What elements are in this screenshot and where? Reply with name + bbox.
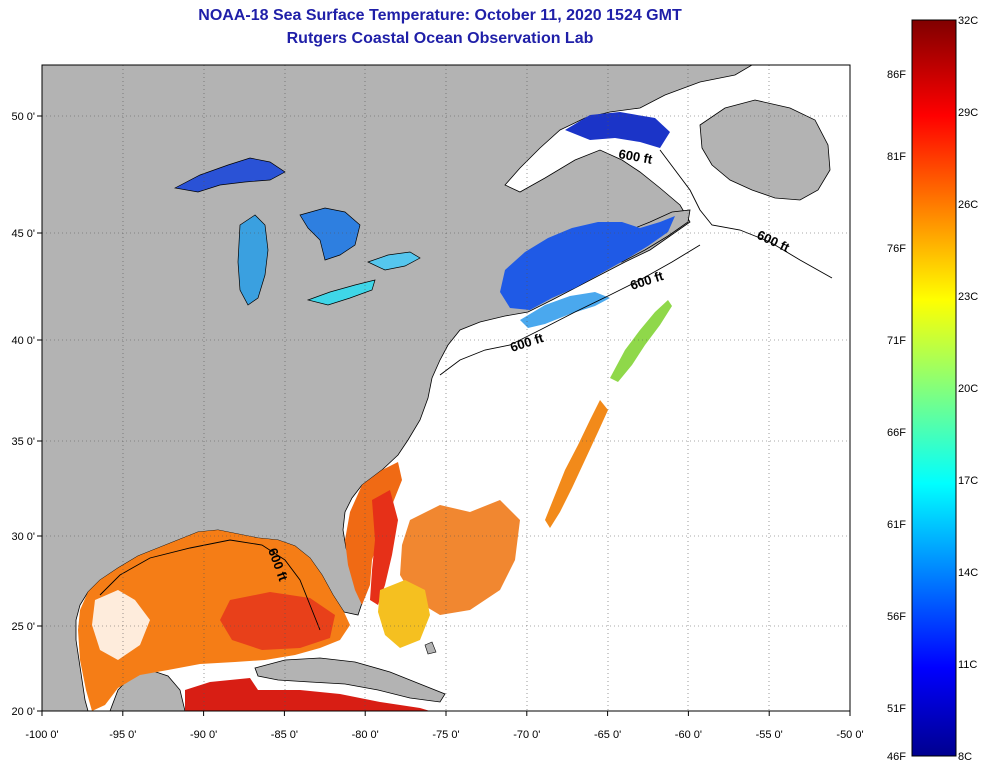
x-tick-label: -50 0' (836, 729, 863, 741)
colorbar-fahrenheit-label: 61F (887, 519, 906, 531)
colorbar-celsius-label: 17C (958, 475, 978, 487)
x-tick-label: -60 0' (675, 729, 702, 741)
lake-huron (299, 207, 361, 261)
isobath-shelf (439, 244, 701, 376)
colorbar-fahrenheit-label: 86F (887, 69, 906, 81)
sst-gulf-stream-mid (545, 400, 608, 528)
x-tick-label: -85 0' (271, 729, 298, 741)
sst-st-lawrence (565, 112, 670, 148)
colorbar-ticks: 32C 29C 26C 23C 20C 17C 14C 11C 8C 86F 81F 76F 71F 66… (887, 15, 978, 763)
x-tick-label: -55 0' (756, 729, 783, 741)
sst-gulf-stream-north (610, 300, 672, 382)
y-tick-label: 25 0' (11, 621, 35, 633)
colorbar-fahrenheit-label: 56F (887, 611, 906, 623)
colorbar-celsius-label: 29C (958, 107, 978, 119)
sst-gulf-of-mexico (78, 530, 350, 711)
x-tick-label: -70 0' (513, 729, 540, 741)
isobath-label-1: 600 ft (617, 146, 654, 167)
colorbar-fahrenheit-label: 51F (887, 703, 906, 715)
map-subtitle: Rutgers Coastal Ocean Observation Lab (286, 30, 594, 47)
colorbar-celsius-label: 14C (958, 567, 978, 579)
sst-shelf-light (520, 292, 610, 328)
map-title: NOAA-18 Sea Surface Temperature: October… (198, 7, 682, 24)
lake-erie (306, 279, 376, 306)
x-tick-label: -80 0' (352, 729, 379, 741)
x-tick-label: -95 0' (109, 729, 136, 741)
colorbar-celsius-label: 20C (958, 383, 978, 395)
isobath-northeast (659, 149, 833, 279)
land-newfoundland (699, 99, 831, 201)
x-tick-label: -65 0' (594, 729, 621, 741)
colorbar-fahrenheit-label: 66F (887, 427, 906, 439)
land-cuba (254, 657, 446, 703)
sst-caribbean (185, 678, 430, 711)
y-tick-label: 50 0' (11, 111, 35, 123)
sst-atlantic-patches (400, 500, 520, 615)
colorbar-fahrenheit-label: 81F (887, 151, 906, 163)
colorbar-fahrenheit-label: 71F (887, 335, 906, 347)
y-tick-label: 45 0' (11, 228, 35, 240)
colorbar-fahrenheit-label: 76F (887, 243, 906, 255)
sst-gulf-of-maine (500, 216, 675, 310)
y-tick-label: 40 0' (11, 335, 35, 347)
y-tick-label: 20 0' (11, 706, 35, 718)
sst-bahamas-yellow (378, 580, 430, 648)
lake-superior (173, 157, 286, 193)
sst-gulf-red (220, 592, 335, 650)
colorbar-celsius-label: 26C (958, 199, 978, 211)
sst-gulf-white-cloud (92, 590, 150, 660)
x-axis: -100 0' -95 0' -90 0' -85 0' -80 0' -75 0' -70… (25, 711, 864, 741)
y-axis: 20 0' 25 0' 30 0' 35 0' 40 0' 45 0' 50 0' (11, 111, 42, 718)
colorbar (911, 19, 957, 757)
x-tick-label: -90 0' (190, 729, 217, 741)
colorbar-fahrenheit-label: 46F (887, 751, 906, 763)
y-tick-label: 35 0' (11, 436, 35, 448)
grid (42, 65, 850, 711)
sst-florida-atlantic (370, 490, 398, 605)
colorbar-celsius-label: 8C (958, 751, 972, 763)
colorbar-celsius-label: 32C (958, 15, 978, 27)
lake-michigan (237, 214, 269, 306)
x-tick-label: -75 0' (432, 729, 459, 741)
colorbar-celsius-label: 11C (958, 659, 977, 671)
x-tick-label: -100 0' (25, 729, 58, 741)
isobath-gulf (99, 539, 321, 631)
colorbar-celsius-label: 23C (958, 291, 978, 303)
lake-ontario (367, 251, 421, 271)
y-tick-label: 30 0' (11, 531, 35, 543)
